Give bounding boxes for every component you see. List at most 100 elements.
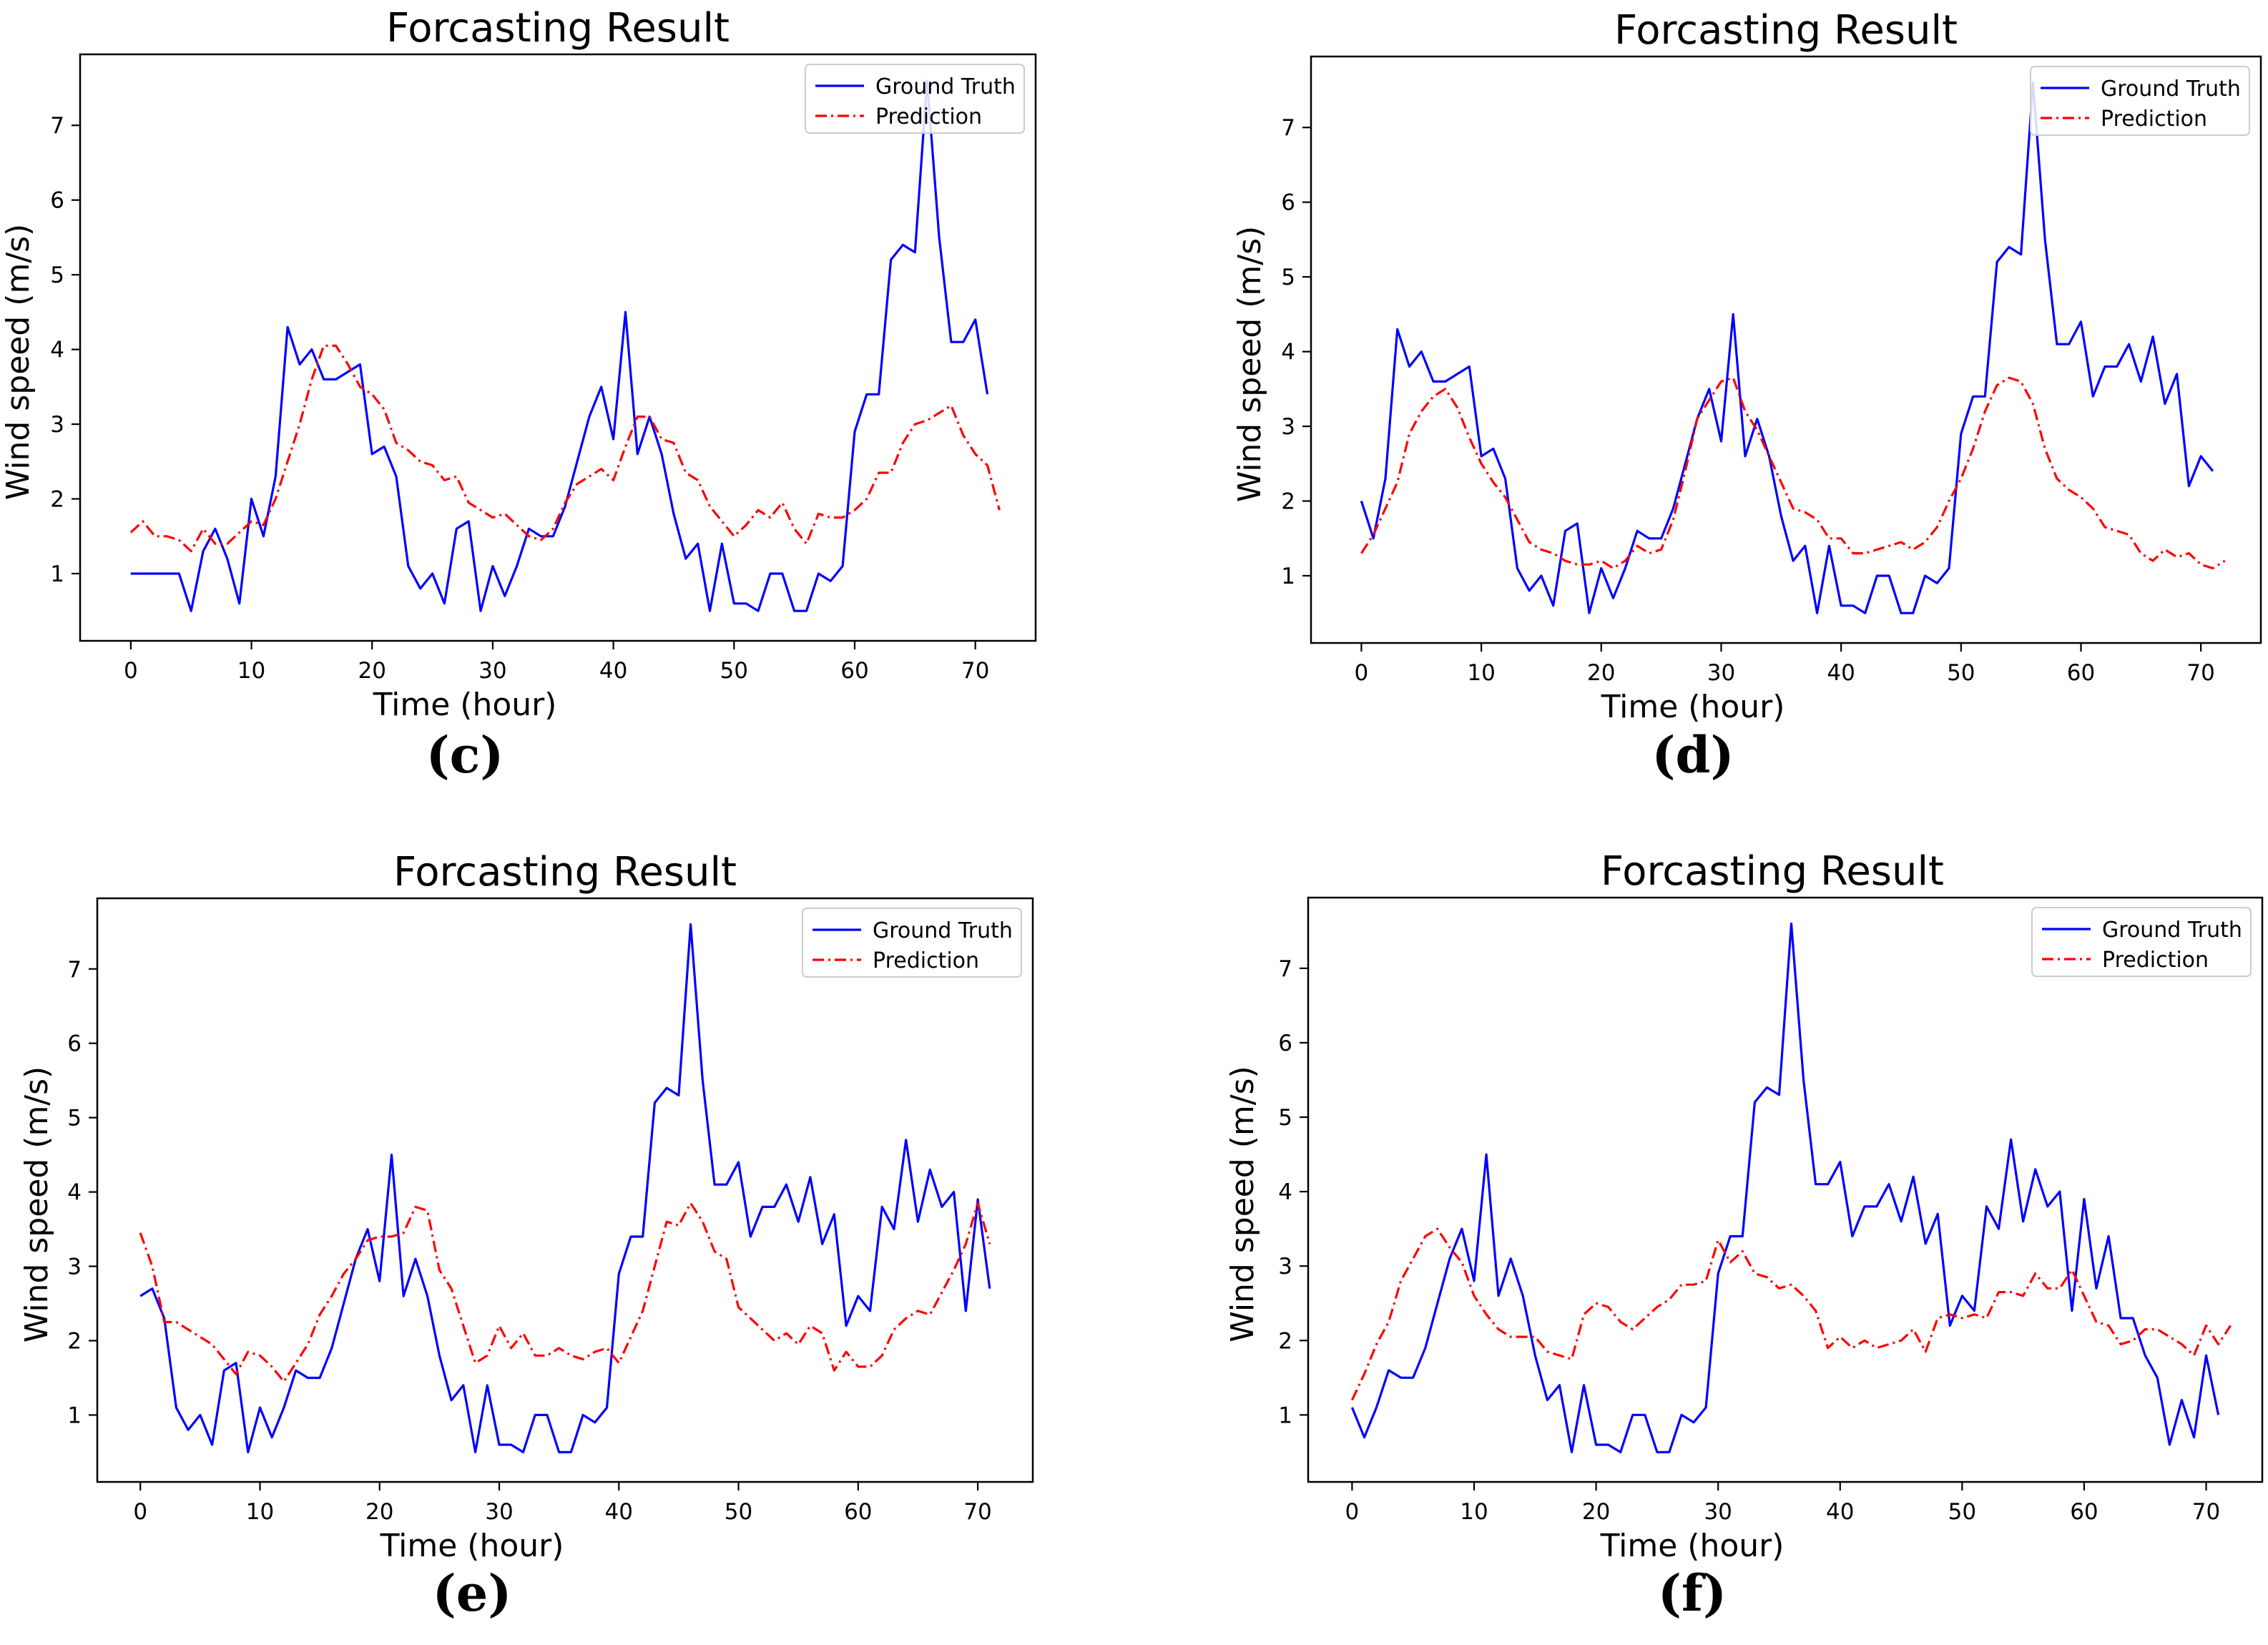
- x-tick-label: 50: [1948, 1499, 1976, 1525]
- chart-panel-4: Forcasting Result 0 10 20 30 40 50 60 70 1 2 3 4 5 6 7 T…: [1224, 848, 2264, 1623]
- x-tick-label: 40: [1826, 1499, 1854, 1525]
- prediction-line: [139, 1202, 991, 1383]
- y-tick-label: 3: [1278, 1254, 1292, 1280]
- y-axis-label: Wind speed (m/s): [0, 224, 36, 500]
- y-tick-label: 6: [50, 188, 64, 214]
- chart-panel-2: Forcasting Result 0 10 20 30 40 50 60 70 1 2 3 4 5 6 7 T…: [1232, 7, 2262, 785]
- plot-frame: [96, 897, 1034, 1483]
- x-tick-label: 10: [1467, 660, 1495, 686]
- legend-label: Prediction: [873, 948, 979, 973]
- y-tick-label: 1: [67, 1403, 82, 1428]
- x-tick-label: 40: [605, 1499, 633, 1525]
- y-tick-label: 3: [50, 412, 64, 438]
- prediction-line: [1360, 376, 2226, 570]
- y-tick-label: 5: [1278, 1105, 1292, 1131]
- y-tick-label: 5: [50, 262, 64, 288]
- y-tick-label: 6: [67, 1031, 82, 1057]
- x-tick-label: 70: [2192, 1499, 2220, 1525]
- y-tick-label: 4: [1278, 1179, 1292, 1205]
- x-tick-label: 50: [1947, 660, 1975, 686]
- x-tick-label: 30: [478, 658, 506, 684]
- legend: Ground Truth Prediction: [802, 908, 1022, 978]
- x-tick-label: 50: [725, 1499, 752, 1525]
- legend-label: Prediction: [875, 104, 982, 129]
- ground-truth-line: [1350, 922, 2220, 1454]
- x-tick-label: 10: [237, 658, 265, 684]
- legend: Ground Truth Prediction: [2030, 66, 2250, 136]
- ground-truth-line: [1360, 81, 2214, 614]
- y-tick-label: 4: [1281, 340, 1295, 365]
- legend-label: Ground Truth: [873, 918, 1013, 943]
- x-tick-label: 70: [2186, 660, 2214, 686]
- y-tick-label: 2: [1278, 1328, 1292, 1354]
- x-tick-label: 60: [2067, 660, 2095, 686]
- x-tick-label: 30: [485, 1499, 513, 1525]
- chart-title: Forcasting Result: [393, 849, 737, 895]
- legend-label: Ground Truth: [875, 74, 1016, 99]
- y-tick-label: 3: [67, 1254, 82, 1280]
- y-axis-label: Wind speed (m/s): [19, 1066, 55, 1342]
- x-tick-label: 40: [599, 658, 627, 684]
- plot-frame: [1307, 896, 2264, 1483]
- y-tick-label: 7: [1278, 956, 1292, 982]
- x-axis-label: Time (hour): [380, 1528, 564, 1564]
- x-tick-label: 20: [1587, 660, 1615, 686]
- y-tick-label: 1: [50, 561, 64, 587]
- x-tick-label: 10: [246, 1499, 274, 1525]
- y-axis-label: Wind speed (m/s): [1224, 1066, 1261, 1342]
- panel-label: (e): [433, 1563, 512, 1623]
- x-tick-label: 0: [124, 658, 138, 684]
- ground-truth-line: [139, 923, 991, 1454]
- x-tick-label: 0: [1355, 660, 1369, 686]
- y-tick-label: 2: [67, 1328, 82, 1354]
- legend: Ground Truth Prediction: [805, 64, 1025, 134]
- legend-label: Ground Truth: [2102, 918, 2242, 943]
- plot-frame: [79, 53, 1037, 642]
- y-tick-label: 7: [67, 957, 82, 983]
- x-tick-label: 60: [844, 1499, 872, 1525]
- y-tick-label: 5: [67, 1106, 82, 1131]
- x-tick-label: 70: [961, 658, 989, 684]
- y-axis-label: Wind speed (m/s): [1232, 226, 1268, 502]
- chart-title: Forcasting Result: [386, 5, 730, 51]
- x-tick-label: 60: [840, 658, 868, 684]
- y-tick-label: 4: [67, 1180, 82, 1206]
- y-tick-label: 1: [1281, 564, 1295, 589]
- y-tick-label: 7: [50, 113, 64, 139]
- y-tick-label: 2: [1281, 489, 1295, 515]
- panel-label: (f): [1658, 1563, 1727, 1623]
- y-tick-label: 3: [1281, 414, 1295, 440]
- panel-label: (c): [426, 725, 504, 785]
- legend: Ground Truth Prediction: [2031, 907, 2252, 977]
- y-tick-label: 1: [1278, 1403, 1292, 1428]
- y-tick-label: 6: [1281, 190, 1295, 216]
- x-tick-label: 20: [1582, 1499, 1610, 1525]
- legend-label: Prediction: [2102, 948, 2209, 973]
- x-tick-label: 20: [365, 1499, 393, 1525]
- y-tick-label: 4: [50, 338, 64, 363]
- prediction-line: [129, 344, 1001, 553]
- x-tick-label: 20: [358, 658, 386, 684]
- chart-title: Forcasting Result: [1601, 848, 1944, 895]
- ground-truth-line: [130, 79, 989, 612]
- x-axis-label: Time (hour): [373, 687, 557, 723]
- plot-frame: [1310, 55, 2262, 644]
- x-axis-label: Time (hour): [1600, 1528, 1785, 1564]
- chart-panel-1: Forcasting Result 0 10 20 30 40 50 60 70 1 2 3 4 5 6 7 T…: [0, 5, 1037, 785]
- y-tick-label: 5: [1281, 265, 1295, 290]
- chart-panel-3: Forcasting Result 0 10 20 30 40 50 60 70 1 2 3 4 5 6 7 T…: [19, 849, 1034, 1623]
- x-tick-label: 50: [720, 658, 748, 684]
- y-tick-label: 6: [1278, 1031, 1292, 1056]
- legend-label: Ground Truth: [2101, 77, 2241, 102]
- x-tick-label: 60: [2070, 1499, 2098, 1525]
- panel-label: (d): [1651, 725, 1734, 785]
- x-tick-label: 0: [133, 1499, 147, 1525]
- chart-title: Forcasting Result: [1614, 7, 1958, 54]
- x-tick-label: 70: [963, 1499, 991, 1525]
- x-tick-label: 10: [1460, 1499, 1488, 1525]
- legend-label: Prediction: [2101, 107, 2207, 132]
- x-tick-label: 30: [1707, 660, 1735, 686]
- x-tick-label: 30: [1704, 1499, 1732, 1525]
- y-tick-label: 2: [50, 487, 64, 513]
